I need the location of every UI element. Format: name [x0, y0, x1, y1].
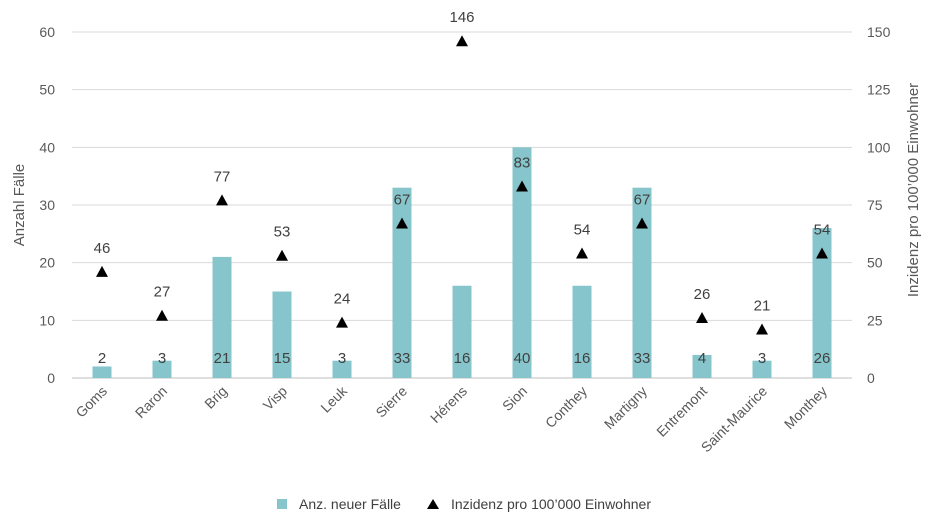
incidence-marker [276, 249, 288, 261]
incidence-marker [636, 217, 648, 229]
incidence-marker [696, 312, 708, 324]
incidence-marker [816, 247, 828, 259]
category-label: Raron [132, 383, 170, 421]
bar-value-label: 4 [698, 350, 706, 367]
legend-label-incidence: Inzidenz pro 100’000 Einwohner [450, 496, 651, 512]
category-label: Brig [201, 383, 230, 412]
category-label: Sion [499, 383, 530, 414]
y2-tick-label: 150 [867, 24, 891, 40]
incidence-marker [396, 217, 408, 229]
incidence-value-label: 67 [634, 191, 651, 208]
bar-series [92, 147, 832, 378]
category-label: Visp [260, 383, 291, 414]
right-axis-ticks: 0 25 50 75 100 125 150 [867, 24, 891, 386]
y2-tick-label: 100 [867, 139, 891, 155]
bar-value-label: 16 [454, 350, 471, 367]
y-tick-label: 50 [39, 82, 55, 98]
y2-tick-label: 75 [867, 197, 883, 213]
y2-tick-label: 0 [867, 370, 875, 386]
legend-label-cases: Anz. neuer Fälle [299, 496, 401, 512]
bar [632, 187, 652, 378]
bar [152, 360, 172, 378]
legend-item-incidence: Inzidenz pro 100’000 Einwohner [426, 496, 651, 512]
category-label: Entremont [653, 383, 710, 440]
bar [392, 187, 412, 378]
bar-value-label: 26 [814, 350, 831, 367]
legend-item-cases: Anz. neuer Fälle [277, 496, 401, 512]
bar [512, 147, 532, 378]
y2-tick-label: 50 [867, 255, 883, 271]
right-axis-title: Inzidenz pro 100’000 Einwohner [905, 83, 922, 297]
left-axis-title: Anzahl Fälle [11, 164, 28, 247]
bar [332, 360, 352, 378]
legend: Anz. neuer Fälle Inzidenz pro 100’000 Ei… [0, 496, 928, 512]
incidence-marker [336, 316, 348, 328]
incidence-marker [156, 309, 168, 321]
y-tick-label: 10 [39, 312, 55, 328]
incidence-marker [216, 194, 228, 206]
incidence-value-label: 26 [694, 286, 711, 303]
chart: 2 3 21 15 3 33 16 40 16 33 4 3 26 462777532467146835… [11, 9, 922, 455]
legend-triangle-icon [426, 499, 439, 509]
y-tick-label: 60 [39, 24, 55, 40]
incidence-value-label: 24 [334, 291, 351, 308]
left-axis-ticks: 0 10 20 30 40 50 60 [39, 24, 55, 386]
y-tick-label: 0 [47, 370, 55, 386]
bar [812, 228, 832, 378]
bar-value-label: 33 [634, 350, 651, 367]
incidence-value-label: 54 [814, 221, 831, 238]
bar-value-label: 3 [158, 350, 166, 367]
bar [692, 354, 712, 378]
bar-value-label: 16 [574, 350, 591, 367]
category-label: Monthey [781, 383, 830, 432]
incidence-value-label: 67 [394, 191, 411, 208]
incidence-value-label: 27 [154, 284, 171, 301]
incidence-marker [456, 35, 468, 47]
bar [572, 285, 592, 378]
incidence-value-label: 53 [274, 224, 291, 241]
bar-value-label: 3 [338, 350, 346, 367]
bar [452, 285, 472, 378]
incidence-value-label: 77 [214, 168, 231, 185]
incidence-value-label: 54 [574, 221, 591, 238]
category-label: Martigny [601, 383, 650, 432]
incidence-value-label: 21 [754, 298, 771, 315]
bar [752, 360, 772, 378]
incidence-value-label: 46 [94, 240, 111, 257]
incidence-marker [516, 180, 528, 192]
incidence-value-label: 83 [514, 155, 531, 172]
bar [212, 256, 232, 378]
gridlines [72, 31, 852, 379]
category-label: Leuk [317, 382, 350, 415]
incidence-data-labels: 46 27 77 53 24 67 146 83 54 67 26 21 54 [94, 9, 831, 314]
category-label: Conthey [542, 383, 590, 431]
incidence-marker [756, 323, 768, 335]
bar-value-label: 2 [98, 350, 106, 367]
category-label: Goms [72, 383, 110, 421]
bar [272, 291, 292, 378]
bar-value-label: 40 [514, 350, 531, 367]
bar-value-label: 21 [214, 350, 231, 367]
incidence-marker [96, 265, 108, 277]
bar-value-label: 33 [394, 350, 411, 367]
bar-value-label: 3 [758, 350, 766, 367]
y-tick-label: 20 [39, 255, 55, 271]
category-label: Sierre [372, 383, 410, 421]
incidence-marker [576, 247, 588, 259]
bar [92, 366, 112, 378]
category-label: Hérens [427, 383, 470, 426]
bar-data-labels: 2 3 21 15 3 33 16 40 16 33 4 3 26 [98, 350, 831, 367]
y-tick-label: 40 [39, 139, 55, 155]
incidence-value-label: 146 [449, 9, 474, 26]
category-axis-labels: Goms Raron Brig Visp Leuk Sierre Hérens Sion Con… [72, 382, 830, 455]
legend-bar-swatch [277, 499, 287, 509]
y2-tick-label: 25 [867, 312, 883, 328]
incidence-series [96, 35, 828, 335]
y2-tick-label: 125 [867, 82, 891, 98]
y-tick-label: 30 [39, 197, 55, 213]
bar-value-label: 15 [274, 350, 291, 367]
